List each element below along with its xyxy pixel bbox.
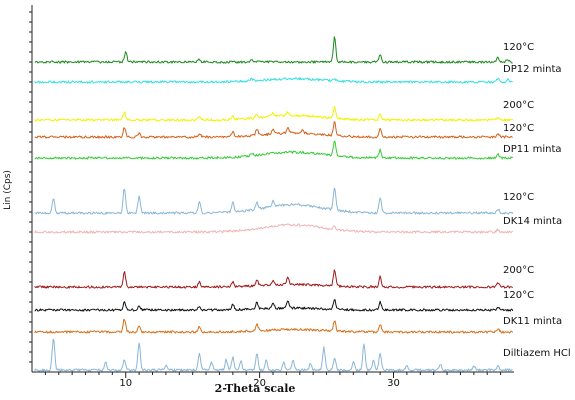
series-line (34, 105, 513, 122)
series-line (34, 269, 513, 289)
traces-group (34, 36, 514, 372)
series-line (34, 338, 513, 372)
x-tick-label: 20 (253, 378, 266, 389)
series-line (34, 223, 514, 234)
x-axis-title: 2-Theta scale (215, 382, 296, 395)
series-label: DP11 minta (503, 144, 562, 155)
series-label: DK14 minta (503, 216, 562, 227)
series-label: 200°C (503, 100, 534, 111)
series-line (34, 318, 514, 334)
x-ticks: 10 20 30 (44, 372, 502, 389)
series-label: DK11 minta (503, 316, 562, 327)
series-label: 120°C (503, 290, 534, 301)
x-tick-label: 30 (387, 378, 400, 389)
x-tick-label: 10 (119, 378, 132, 389)
series-line (34, 77, 513, 84)
series-label: 120°C (503, 123, 534, 134)
series-line (34, 36, 513, 64)
series-label: 120°C (503, 192, 534, 203)
series-label: 200°C (503, 265, 534, 276)
series-label: Diltiazem HCl (503, 348, 571, 359)
series-label: 120°C (503, 42, 534, 53)
series-labels: 120°C DP12 minta 200°C 120°C DP11 minta 120°C… (503, 42, 571, 359)
series-line (34, 140, 514, 160)
series-line (34, 299, 514, 312)
series-line (34, 187, 514, 215)
series-label: DP12 minta (503, 64, 562, 75)
axes-group (29, 5, 514, 373)
y-axis-title: Lin (Cps) (3, 170, 13, 210)
series-line (34, 121, 513, 139)
